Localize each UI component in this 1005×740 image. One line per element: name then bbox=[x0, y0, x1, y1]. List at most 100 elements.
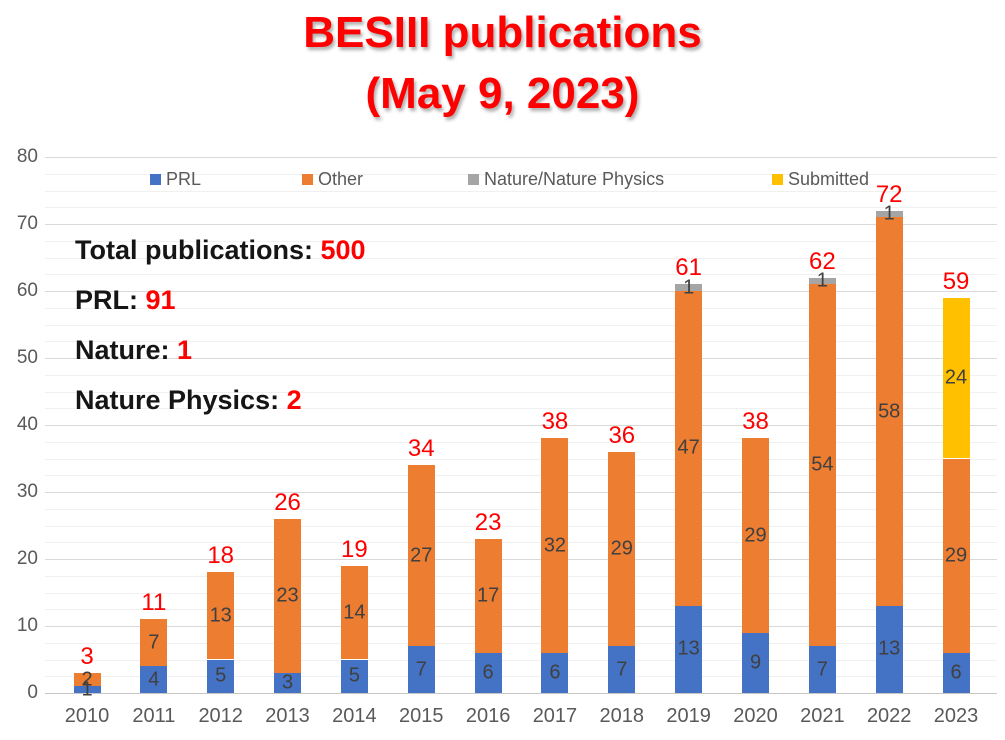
minor-gridline bbox=[45, 391, 997, 393]
y-tick-label: 10 bbox=[16, 615, 38, 636]
legend-swatch-icon bbox=[772, 173, 783, 185]
bar-segment-2022 bbox=[875, 217, 903, 606]
bar-segment-value: 24 bbox=[944, 366, 968, 389]
stat-label: PRL: bbox=[75, 285, 146, 315]
minor-gridline bbox=[45, 525, 997, 527]
bar-segment-2012 bbox=[207, 572, 235, 660]
x-tick-label: 2020 bbox=[733, 705, 778, 727]
bar-segment-value: 58 bbox=[878, 400, 901, 423]
bar-total-label: 18 bbox=[207, 542, 235, 570]
x-tick-label: 2016 bbox=[465, 705, 511, 727]
bar-segment-value: 29 bbox=[944, 544, 968, 567]
bar-segment-2015 bbox=[407, 465, 435, 647]
legend-label: Other bbox=[318, 168, 364, 189]
bar-segment-2023 bbox=[942, 652, 970, 693]
bar-segment-value: 7 bbox=[816, 658, 828, 681]
bar-segment-value: 23 bbox=[276, 584, 299, 607]
bar-segment-2018 bbox=[608, 646, 636, 693]
bar-segment-value: 9 bbox=[749, 651, 762, 674]
x-tick-label: 2023 bbox=[933, 705, 979, 727]
bar-segment-value: 6 bbox=[950, 661, 962, 684]
bar-total-label: 26 bbox=[274, 488, 301, 516]
x-tick-label: 2011 bbox=[132, 705, 176, 727]
x-tick-label: 2019 bbox=[666, 705, 711, 727]
bar-total-label: 36 bbox=[608, 421, 636, 449]
stat-value: 91 bbox=[145, 285, 176, 315]
bar-segment-2013 bbox=[274, 518, 302, 673]
major-gridline bbox=[45, 492, 997, 493]
bar-segment-value: 13 bbox=[878, 637, 901, 660]
x-tick-label: 2017 bbox=[532, 705, 578, 727]
stat-value: 2 bbox=[286, 385, 302, 415]
bar-segment-2020 bbox=[742, 438, 769, 633]
bar-segment-value: 47 bbox=[677, 436, 700, 459]
bar-segment-2019 bbox=[675, 291, 703, 606]
bar-segment-value: 7 bbox=[415, 658, 427, 681]
legend-label: PRL bbox=[166, 168, 202, 189]
bar-segment-2019 bbox=[675, 605, 703, 693]
chart-title: BESIII publications (May 9, 2023) bbox=[0, 2, 1005, 124]
minor-gridline bbox=[45, 307, 997, 309]
legend-label: Nature/Nature Physics bbox=[484, 168, 665, 189]
legend-label: Submitted bbox=[788, 168, 870, 189]
minor-gridline bbox=[45, 190, 997, 192]
y-tick-label: 60 bbox=[16, 280, 38, 301]
y-tick-label: 30 bbox=[16, 481, 38, 502]
bar-total-label: 61 bbox=[675, 254, 702, 282]
minor-gridline bbox=[45, 475, 997, 477]
bar-segment-2015 bbox=[407, 646, 435, 693]
y-tick-label: 0 bbox=[27, 682, 38, 703]
major-gridline bbox=[45, 559, 997, 560]
stat-line: Nature: 1 bbox=[75, 335, 192, 366]
major-gridline bbox=[45, 626, 997, 627]
x-tick-label: 2014 bbox=[332, 705, 377, 727]
bar-segment-2013 bbox=[274, 672, 302, 693]
legend-item: Submitted bbox=[772, 168, 869, 190]
bar-segment-value: 32 bbox=[543, 534, 567, 557]
x-tick-label: 2013 bbox=[265, 705, 310, 727]
bar-total-label: 3 bbox=[80, 642, 94, 670]
legend-item: Nature/Nature Physics bbox=[468, 168, 664, 190]
bar-segment-2023 bbox=[942, 458, 970, 653]
minor-gridline bbox=[45, 458, 997, 460]
minor-gridline bbox=[45, 609, 997, 611]
bar-segment-value: 14 bbox=[343, 601, 366, 624]
bar-segment-value: 6 bbox=[549, 661, 561, 684]
stat-value: 1 bbox=[177, 335, 193, 365]
bar-total-label: 23 bbox=[474, 508, 502, 536]
minor-gridline bbox=[45, 408, 997, 410]
y-tick-label: 70 bbox=[16, 213, 38, 234]
y-tick-label: 80 bbox=[16, 146, 38, 167]
bar-segment-value: 2 bbox=[81, 668, 93, 691]
bar-total-label: 34 bbox=[407, 435, 435, 463]
major-gridline bbox=[45, 425, 997, 426]
legend-swatch-icon bbox=[468, 173, 479, 185]
x-tick-label: 2012 bbox=[198, 705, 243, 727]
bar-segment-2011 bbox=[140, 666, 168, 693]
major-gridline bbox=[45, 358, 997, 359]
major-gridline bbox=[45, 291, 997, 292]
bar-total-label: 11 bbox=[141, 589, 167, 617]
bar-total-label: 38 bbox=[742, 408, 769, 436]
bar-segment-value: 1 bbox=[81, 678, 93, 701]
bar-segment-2021 bbox=[808, 646, 836, 693]
major-gridline bbox=[45, 693, 997, 694]
bar-segment-value: 54 bbox=[811, 453, 834, 476]
bar-segment-2012 bbox=[207, 659, 235, 693]
bar-segment-2016 bbox=[474, 538, 502, 653]
bar-segment-2016 bbox=[474, 652, 502, 693]
y-tick-label: 20 bbox=[16, 548, 38, 569]
minor-gridline bbox=[45, 592, 997, 594]
bar-segment-2021 bbox=[808, 284, 836, 647]
x-tick-label: 2021 bbox=[800, 705, 845, 727]
bar-segment-2014 bbox=[340, 565, 368, 660]
stat-value: 500 bbox=[320, 235, 366, 265]
bar-segment-2021 bbox=[808, 277, 836, 285]
minor-gridline bbox=[45, 542, 997, 544]
x-tick-label: 2015 bbox=[399, 705, 444, 727]
bar-segment-2011 bbox=[140, 619, 168, 667]
minor-gridline bbox=[45, 441, 997, 443]
minor-gridline bbox=[45, 173, 997, 175]
bar-segment-2014 bbox=[340, 659, 368, 693]
bar-segment-value: 13 bbox=[209, 604, 232, 627]
